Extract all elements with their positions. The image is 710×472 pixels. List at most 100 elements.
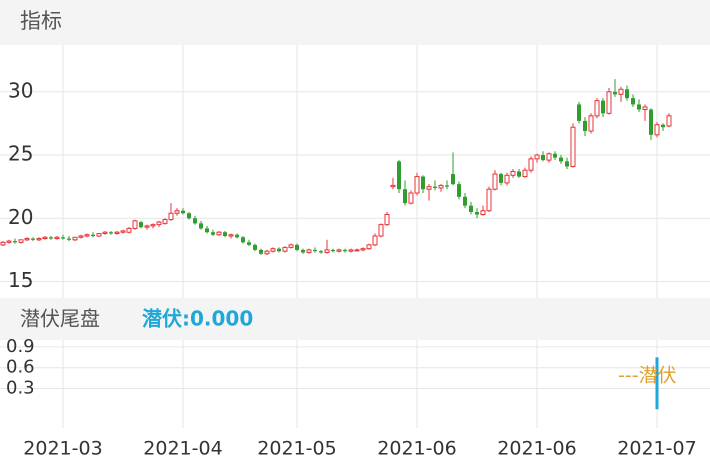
- indicator-bar: [0, 298, 710, 340]
- candle-body: [49, 237, 53, 239]
- y-tick-label: 0.6: [6, 357, 35, 378]
- candle-body: [469, 205, 473, 212]
- candle-body: [594, 100, 600, 117]
- candle-body: [223, 232, 227, 237]
- candle-body: [534, 154, 540, 160]
- candle-body: [421, 176, 425, 190]
- y-tick-label: 30: [8, 78, 33, 102]
- candle-body: [331, 249, 335, 252]
- candle-body: [295, 244, 299, 250]
- candle-body: [211, 232, 215, 235]
- candle-body: [517, 171, 521, 177]
- candle-body: [613, 91, 617, 95]
- candle-body: [162, 219, 168, 224]
- x-tick-label: 2021-05: [257, 438, 336, 460]
- candle-body: [156, 221, 162, 226]
- candle-body: [306, 249, 312, 253]
- candle-body: [438, 184, 444, 189]
- candle-body: [642, 106, 648, 111]
- candle-body: [601, 100, 605, 114]
- candle-body: [451, 174, 455, 185]
- indicator-value: 潜伏:0.000: [142, 307, 253, 331]
- candle-body: [13, 241, 17, 243]
- candle-body: [553, 153, 557, 158]
- candle-body: [150, 224, 156, 227]
- y-tick-label: 0.3: [6, 378, 35, 399]
- x-tick-label: 2021-07: [617, 438, 696, 460]
- candle-body: [606, 91, 612, 114]
- candle-body: [499, 174, 503, 183]
- candle-body: [78, 235, 84, 238]
- candle-body: [445, 185, 449, 187]
- candle-body: [235, 234, 239, 238]
- candle-body: [168, 212, 174, 221]
- candle-body: [384, 214, 390, 226]
- candle-body: [114, 231, 120, 234]
- candle-body: [366, 244, 372, 250]
- candle-body: [96, 232, 102, 237]
- candle-body: [577, 104, 581, 121]
- candle-body: [343, 249, 347, 252]
- candle-body: [522, 169, 528, 178]
- candle-body: [354, 249, 360, 252]
- candle-body: [661, 124, 665, 128]
- x-tick-label: 2021-06: [497, 438, 576, 460]
- candle-body: [654, 124, 660, 136]
- candle-body: [109, 232, 113, 234]
- candle-body: [378, 224, 384, 237]
- candle-body: [277, 248, 281, 252]
- candle-body: [132, 220, 138, 229]
- candle-body: [24, 238, 30, 241]
- candle-body: [666, 115, 672, 127]
- candle-body: [270, 248, 276, 252]
- candle-body: [463, 196, 467, 206]
- indicator-title: 潜伏尾盘: [20, 307, 100, 331]
- candle-body: [480, 210, 486, 216]
- candle-body: [649, 109, 653, 135]
- candle-body: [559, 157, 563, 162]
- candle-body: [492, 173, 498, 190]
- candle-body: [433, 186, 437, 188]
- candle-body: [84, 234, 90, 237]
- candle-body: [336, 249, 342, 252]
- candle-body: [528, 158, 534, 171]
- candle-body: [504, 174, 510, 184]
- candle-body: [126, 227, 132, 233]
- candle-body: [319, 251, 323, 253]
- candle-body: [205, 228, 209, 233]
- candle-body: [6, 240, 12, 243]
- header-bar: [0, 0, 710, 45]
- candle-body: [139, 222, 143, 228]
- y-tick-label: 0.9: [6, 336, 35, 357]
- candle-body: [241, 237, 245, 243]
- candle-body: [546, 153, 552, 161]
- candle-body: [565, 161, 569, 167]
- candle-body: [42, 236, 48, 240]
- x-tick-label: 2021-04: [143, 438, 222, 460]
- candle-body: [570, 126, 576, 167]
- candle-body: [264, 250, 270, 255]
- candle-body: [625, 89, 629, 99]
- candle-body: [324, 249, 330, 253]
- candle-body: [36, 238, 42, 241]
- candle-body: [199, 223, 203, 229]
- candle-body: [228, 234, 234, 237]
- candle-body: [390, 184, 396, 188]
- x-tick-label: 2021-06: [377, 438, 456, 460]
- candle-body: [313, 249, 317, 252]
- candle-body: [510, 171, 516, 176]
- candle-body: [247, 242, 251, 245]
- candle-body: [541, 155, 545, 161]
- candle-body: [408, 192, 414, 204]
- candle-body: [102, 231, 108, 234]
- candle-body: [637, 104, 641, 110]
- candle-body: [414, 176, 420, 194]
- candle-body: [187, 213, 191, 219]
- candle-body: [144, 225, 150, 228]
- candle-body: [216, 231, 222, 236]
- candle-body: [618, 88, 624, 95]
- candle-body: [426, 186, 432, 190]
- candle-body: [253, 244, 257, 250]
